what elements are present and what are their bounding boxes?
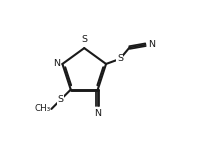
Text: S: S [117,54,123,63]
Text: S: S [81,35,87,44]
Text: N: N [53,59,60,68]
Text: S: S [58,95,64,104]
Text: N: N [148,40,155,49]
Text: N: N [94,109,101,118]
Text: CH₃: CH₃ [34,104,51,114]
